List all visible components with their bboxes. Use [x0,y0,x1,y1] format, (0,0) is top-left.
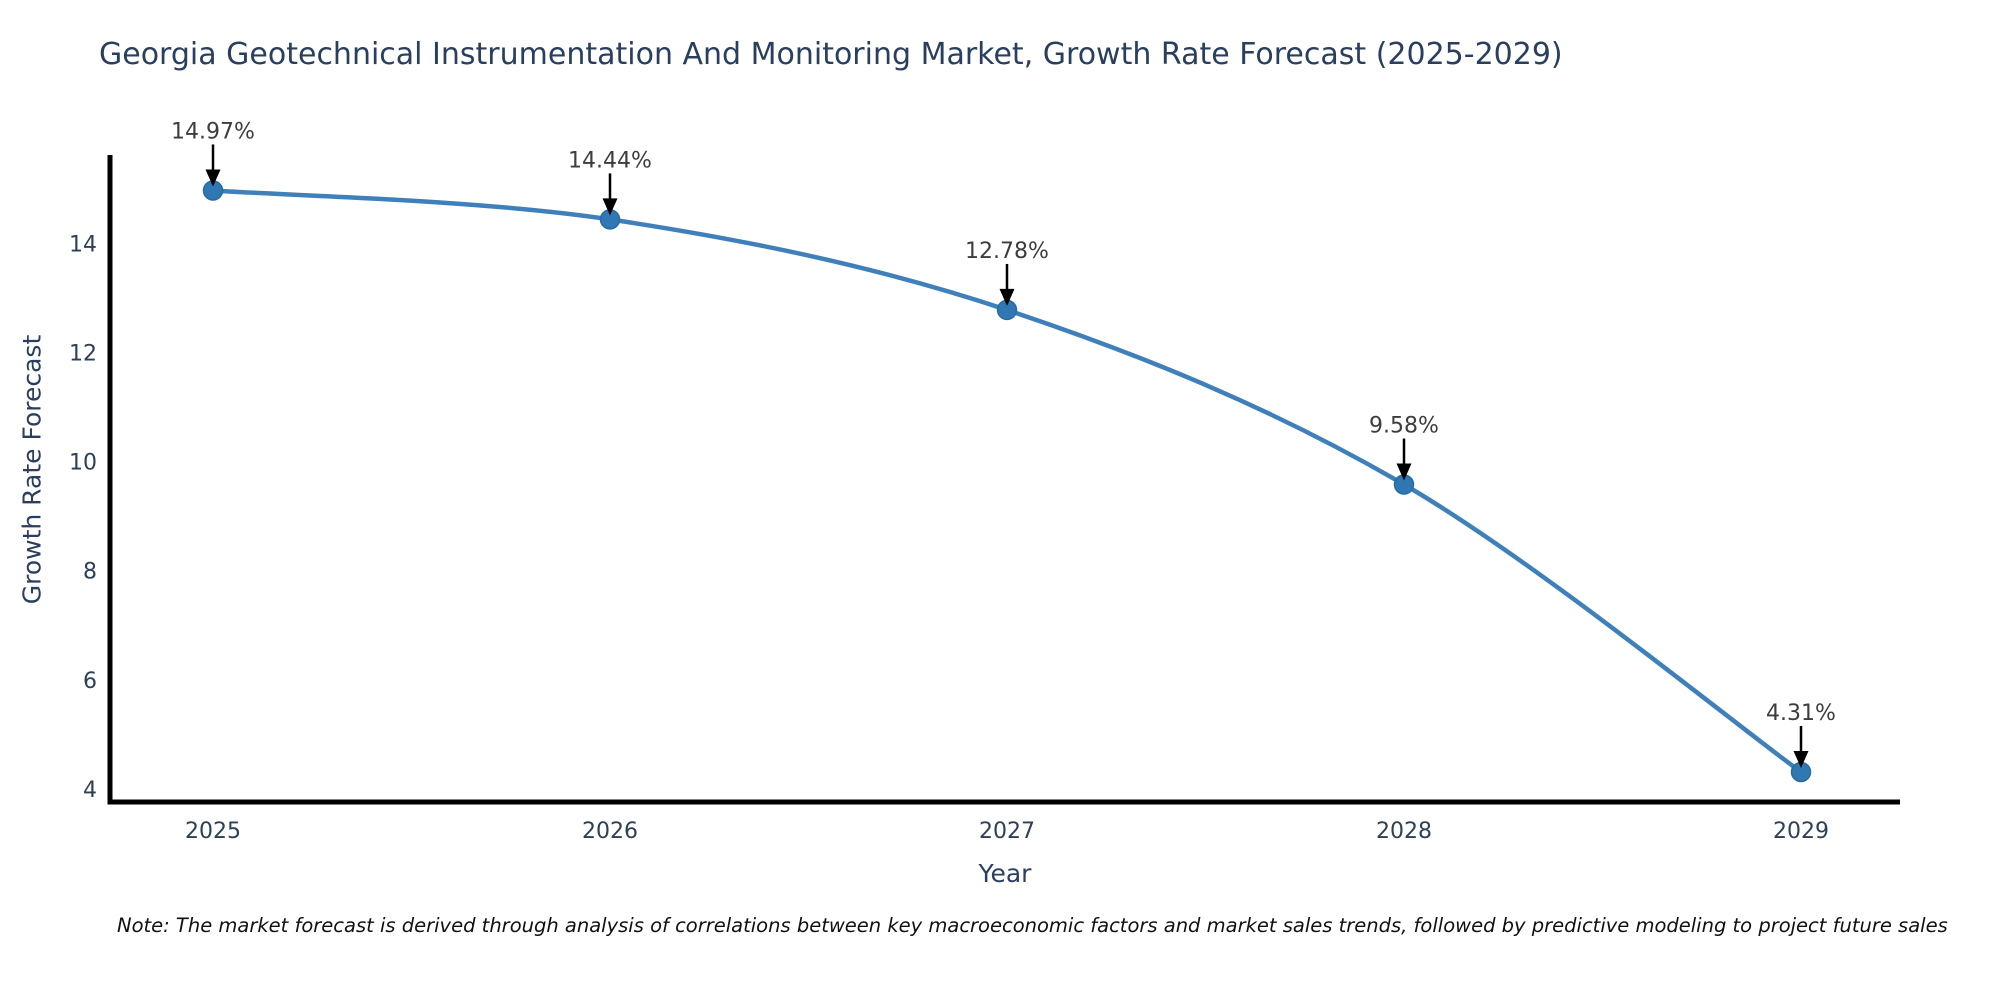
annotation-arrowhead-icon [1793,750,1809,768]
annotation-label: 4.31% [1766,701,1836,726]
y-tick-label: 10 [69,451,97,476]
x-axis-title: Year [978,859,1032,888]
annotation-label: 9.58% [1369,414,1439,439]
x-tick-label: 2027 [979,819,1035,844]
chart-title: Georgia Geotechnical Instrumentation And… [99,37,1563,72]
x-tick-label: 2026 [582,819,638,844]
y-tick-label: 14 [69,232,97,257]
x-tick-label: 2028 [1376,819,1432,844]
annotation-arrowhead-icon [999,288,1015,306]
annotation-label: 14.97% [171,119,255,144]
annotation-arrowhead-icon [602,198,618,216]
annotation-arrowhead-icon [205,169,221,187]
y-tick-label: 12 [69,341,97,366]
y-tick-label: 8 [83,560,97,585]
annotation-label: 12.78% [965,239,1049,264]
annotation-arrowhead-icon [1396,463,1412,481]
y-tick-label: 6 [83,669,97,694]
footnote: Note: The market forecast is derived thr… [117,914,1948,937]
x-tick-label: 2029 [1773,819,1829,844]
y-tick-label: 4 [83,778,97,803]
x-tick-label: 2025 [185,819,241,844]
annotation-label: 14.44% [568,148,652,173]
